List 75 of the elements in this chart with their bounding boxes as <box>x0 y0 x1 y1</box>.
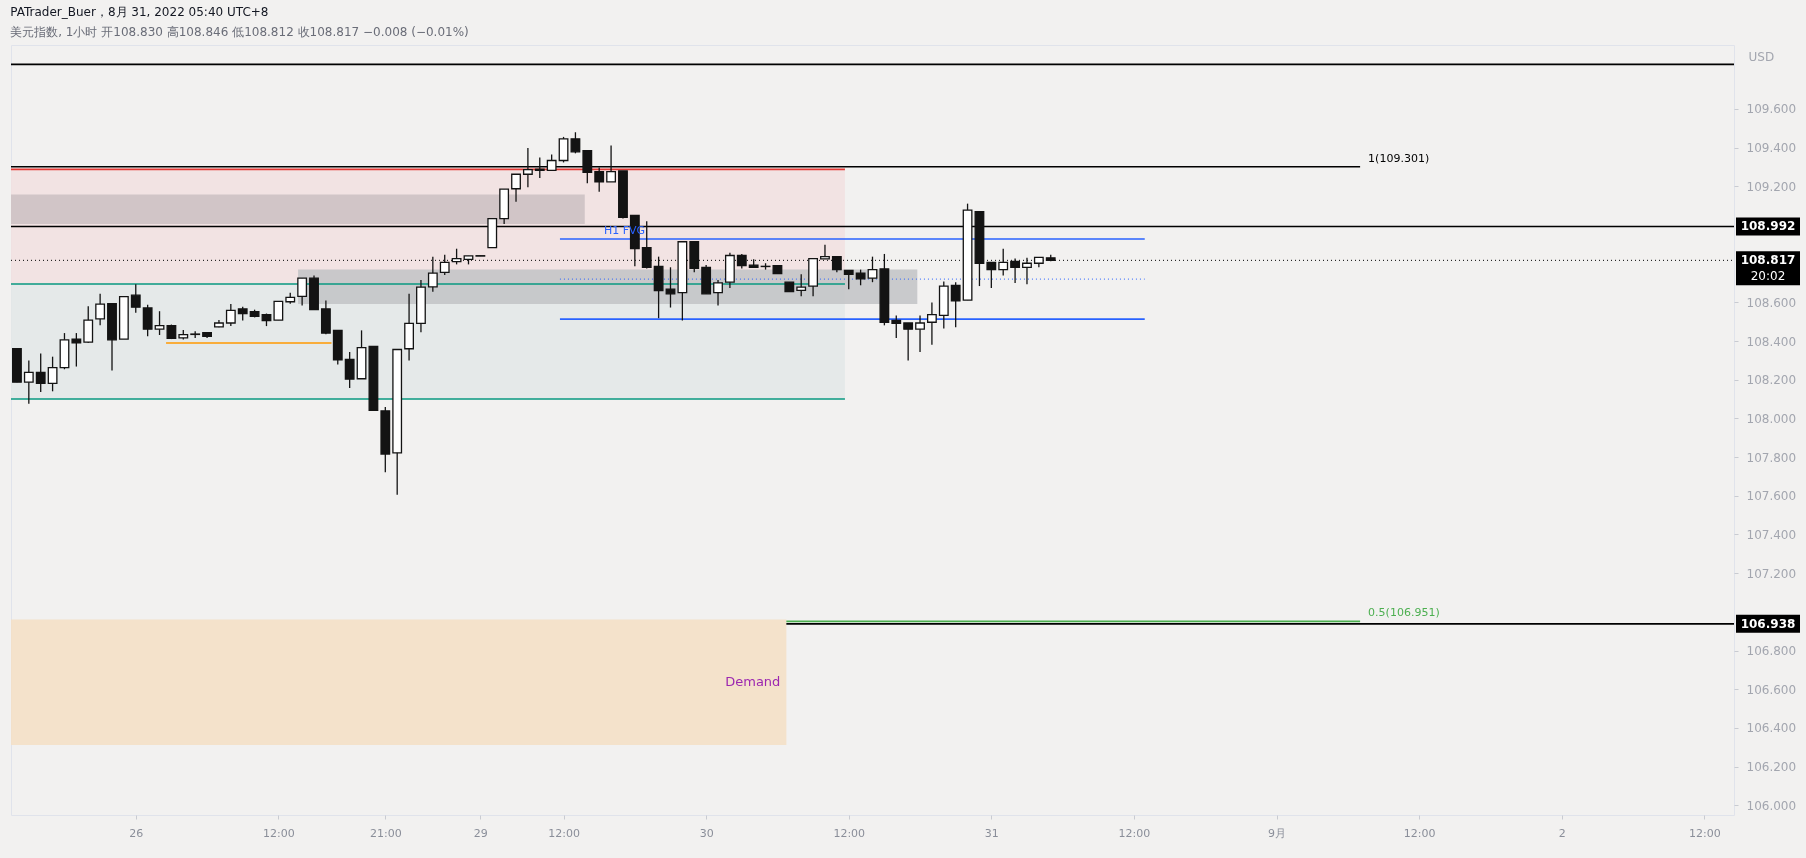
y-tick-label: 107.600 <box>1746 489 1797 504</box>
y-tick-label: 109.200 <box>1746 179 1797 194</box>
candlestick <box>273 300 284 321</box>
candlestick <box>427 255 438 293</box>
candlestick <box>154 310 165 336</box>
candlestick <box>1010 257 1021 284</box>
candlestick <box>511 173 521 203</box>
x-tick-label: 29 <box>473 826 488 840</box>
ref-line-label: 108.817 <box>1740 253 1796 268</box>
x-tick-label: 12:00 <box>1403 826 1436 840</box>
candlestick <box>558 136 569 164</box>
candlestick <box>820 244 830 260</box>
y-tick-label: 108.000 <box>1746 411 1797 426</box>
x-tick-label: 21:00 <box>369 826 402 840</box>
candlestick <box>297 277 308 307</box>
y-tick-label: 106.800 <box>1746 644 1797 659</box>
candlestick <box>71 332 82 368</box>
y-tick-label: 107.800 <box>1746 450 1797 465</box>
candlestick <box>998 248 1009 277</box>
y-tick-label: 107.400 <box>1746 527 1797 542</box>
candlestick <box>35 352 46 393</box>
y-tick-label: 106.200 <box>1746 760 1797 775</box>
candlestick <box>986 261 997 289</box>
y-tick-label: 109.400 <box>1746 141 1797 156</box>
candlestick <box>344 351 355 389</box>
candlestick <box>796 273 807 297</box>
x-tick-label: 31 <box>984 826 999 840</box>
candlestick <box>47 356 58 392</box>
x-tick-label: 2 <box>1558 826 1566 840</box>
candlestick <box>225 303 236 327</box>
chart-title: PATrader_Buer，8月 31, 2022 05:40 UTC+8 <box>10 5 269 19</box>
candlestick <box>83 305 94 344</box>
candlestick <box>582 149 593 184</box>
y-tick-label: 106.400 <box>1746 721 1797 736</box>
y-tick-label: 108.600 <box>1746 295 1797 310</box>
candlestick <box>903 322 914 362</box>
candlestick <box>926 301 937 346</box>
candlestick <box>1022 257 1032 285</box>
x-tick-label: 12:00 <box>263 826 295 840</box>
candlestick <box>915 314 925 353</box>
candlestick <box>867 255 878 283</box>
x-tick-label: 12:00 <box>1118 826 1151 840</box>
candlestick <box>570 131 581 154</box>
ref-line-label: 0.5(106.951) <box>1368 606 1440 620</box>
candlestick <box>95 293 106 326</box>
candlestick <box>606 144 617 183</box>
candlestick <box>130 283 141 314</box>
y-tick-label: 108.400 <box>1746 334 1797 349</box>
x-tick-label: 9月 <box>1268 826 1287 840</box>
y-axis-title: USD <box>1748 49 1775 64</box>
candlestick <box>594 166 605 193</box>
x-tick-label: 30 <box>699 826 714 840</box>
ref-line-label: 1(109.301) <box>1368 151 1430 165</box>
candlestick <box>843 269 854 290</box>
x-tick-label: 12:00 <box>833 826 866 840</box>
candlestick <box>950 281 961 328</box>
y-tick-label: 108.200 <box>1746 373 1797 388</box>
candlestick <box>891 314 902 339</box>
x-tick-label: 12:00 <box>548 826 580 840</box>
x-tick-label: 26 <box>129 826 144 840</box>
y-tick-label: 106.000 <box>1746 798 1797 813</box>
y-tick-label: 106.600 <box>1746 682 1797 697</box>
candlestick <box>522 147 533 188</box>
y-tick-label: 107.200 <box>1746 566 1797 581</box>
candlestick <box>23 359 34 405</box>
candlestick <box>439 254 450 276</box>
x-tick-label: 12:00 <box>1688 826 1721 840</box>
chart-subtitle: 美元指数, 1小时 开108.830 高108.846 低108.812 收108.817 −0.008 (−0.01%) <box>10 25 469 39</box>
ref-line-label: 108.992 <box>1740 219 1796 234</box>
candlestick <box>713 279 723 307</box>
text: 20:02 <box>1750 269 1786 284</box>
ref-line-label: 106.938 <box>1740 616 1796 631</box>
candlestick <box>142 304 153 338</box>
y-tick-label: 109.600 <box>1746 102 1797 117</box>
band-label: Demand <box>725 674 781 690</box>
